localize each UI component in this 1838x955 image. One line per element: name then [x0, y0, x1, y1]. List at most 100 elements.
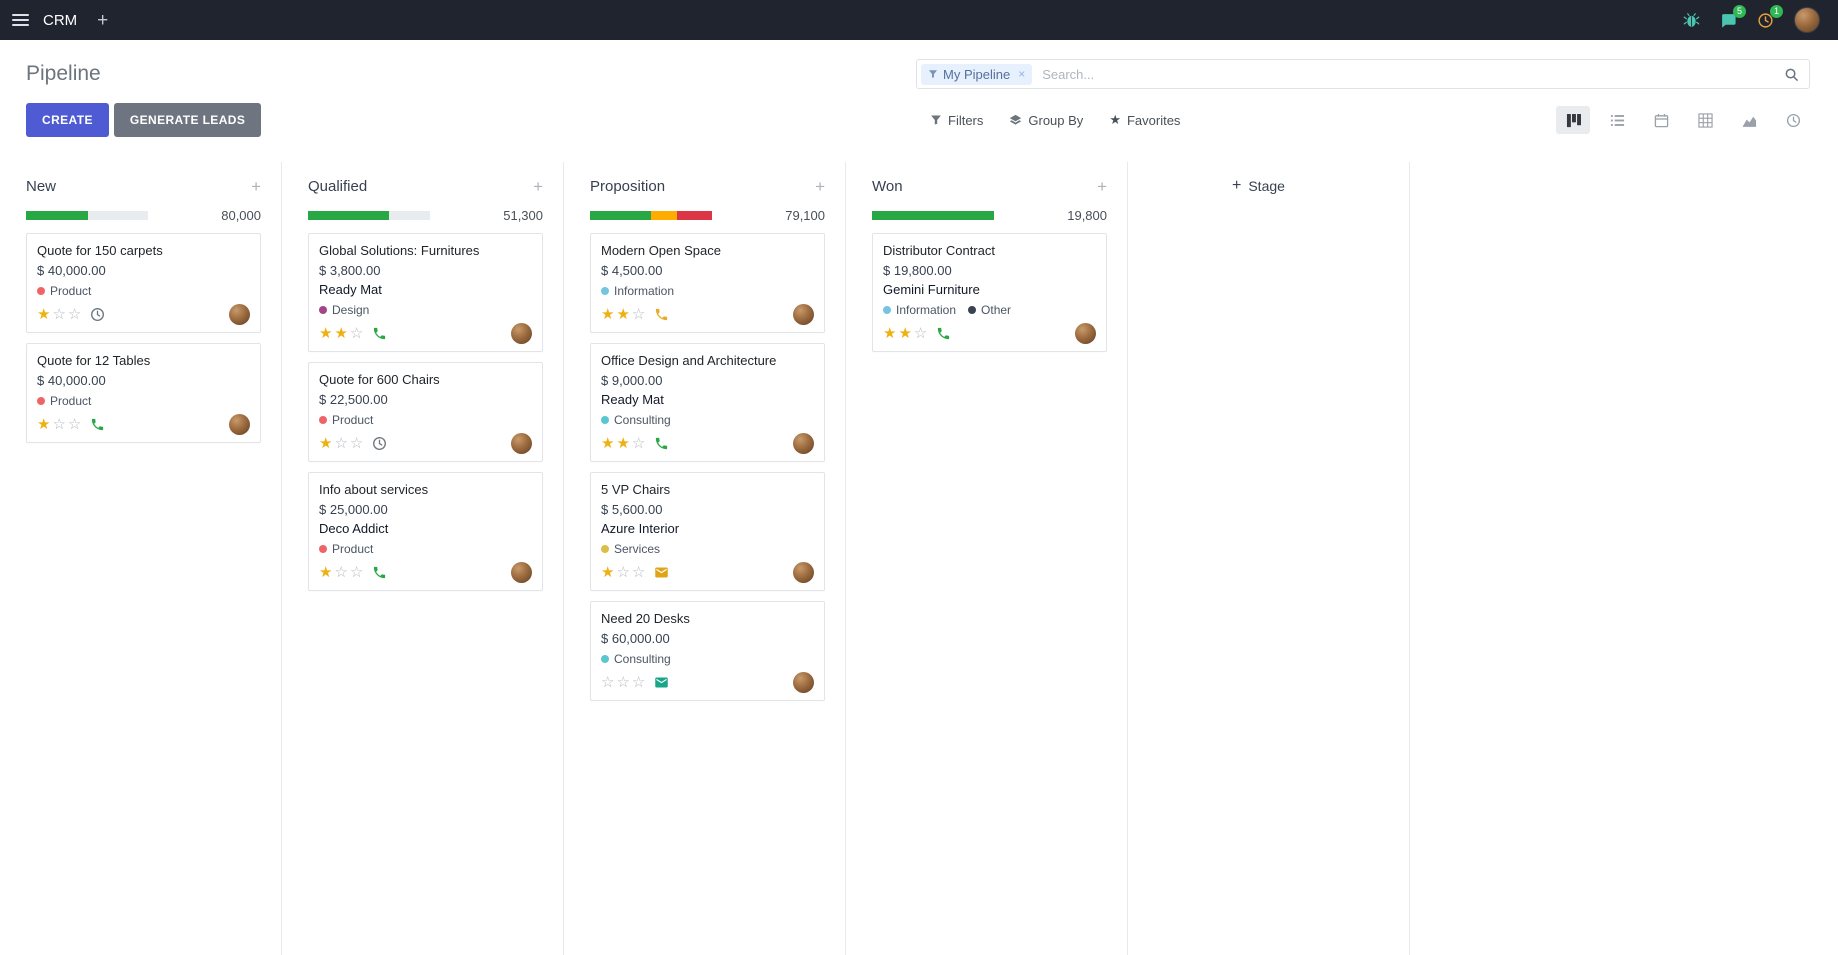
- tag-label: Product: [50, 284, 92, 298]
- kanban-card[interactable]: Info about services $ 25,000.00 Deco Addic…: [308, 472, 543, 591]
- phone-activity-icon[interactable]: [936, 326, 951, 341]
- priority-star-icon[interactable]: ★: [37, 416, 51, 433]
- progress-segment[interactable]: [872, 211, 994, 220]
- apps-menu-icon[interactable]: [12, 14, 29, 26]
- column-progressbar[interactable]: [590, 211, 712, 220]
- priority-star-icon[interactable]: ★: [616, 435, 630, 452]
- kanban-card[interactable]: Office Design and Architecture $ 9,000.00…: [590, 343, 825, 462]
- kanban-card[interactable]: Need 20 Desks $ 60,000.00 Consulting ☆ ☆ ☆: [590, 601, 825, 701]
- tag-product: Product: [37, 394, 91, 408]
- column-title[interactable]: Qualified: [308, 178, 368, 195]
- column-quick-create-button[interactable]: +: [251, 177, 261, 196]
- generate-leads-button[interactable]: GENERATE LEADS: [113, 103, 262, 137]
- priority-star-icon[interactable]: ★: [319, 435, 333, 452]
- kanban-card[interactable]: Quote for 150 carpets $ 40,000.00 Product ★…: [26, 233, 261, 333]
- search-facet[interactable]: My Pipeline ×: [921, 63, 1033, 85]
- favorites-button[interactable]: ★ Favorites: [1109, 112, 1180, 128]
- add-stage-button[interactable]: + Stage: [1232, 178, 1285, 195]
- priority-star-icon[interactable]: ☆: [349, 564, 364, 581]
- group-by-button[interactable]: Group By: [1009, 113, 1083, 128]
- priority-star-icon[interactable]: ☆: [334, 564, 348, 581]
- priority-star-icon[interactable]: ☆: [67, 416, 82, 433]
- priority-star-icon[interactable]: ★: [616, 306, 630, 323]
- create-button[interactable]: CREATE: [26, 103, 109, 137]
- column-progressbar[interactable]: [308, 211, 430, 220]
- phone-activity-icon[interactable]: [372, 565, 387, 580]
- priority-star-icon[interactable]: ☆: [631, 306, 646, 323]
- progress-segment[interactable]: [590, 211, 651, 220]
- tag-label: Other: [981, 303, 1012, 317]
- phone-activity-icon[interactable]: [372, 326, 387, 341]
- column-quick-create-button[interactable]: +: [815, 177, 825, 196]
- priority-star-icon[interactable]: ★: [601, 564, 615, 581]
- kanban-card[interactable]: Global Solutions: Furnitures $ 3,800.00 Re…: [308, 233, 543, 352]
- priority-star-icon[interactable]: ★: [883, 325, 897, 342]
- search-icon[interactable]: [1784, 67, 1799, 82]
- kanban-card[interactable]: Modern Open Space $ 4,500.00 Information ★ ★…: [590, 233, 825, 333]
- list-view-button[interactable]: [1600, 106, 1634, 134]
- column-title[interactable]: New: [26, 178, 57, 195]
- column-title[interactable]: Proposition: [590, 178, 666, 195]
- user-avatar[interactable]: [1794, 7, 1820, 33]
- priority-star-icon[interactable]: ☆: [52, 416, 66, 433]
- priority-star-icon[interactable]: ☆: [601, 674, 615, 691]
- kanban-card[interactable]: 5 VP Chairs $ 5,600.00 Azure Interior Servi…: [590, 472, 825, 591]
- priority-star-icon[interactable]: ☆: [631, 435, 646, 452]
- column-progress-row: 19,800: [872, 208, 1107, 223]
- priority-star-icon[interactable]: ☆: [631, 564, 646, 581]
- envelope-activity-icon[interactable]: [654, 565, 669, 580]
- kanban-view-button[interactable]: [1556, 106, 1590, 134]
- column-quick-create-button[interactable]: +: [533, 177, 543, 196]
- filters-button[interactable]: Filters: [930, 113, 983, 128]
- search-bar[interactable]: My Pipeline ×: [916, 59, 1810, 89]
- priority-star-icon[interactable]: ★: [37, 306, 51, 323]
- priority-star-icon[interactable]: ☆: [349, 325, 364, 342]
- priority-star-icon[interactable]: ☆: [616, 674, 630, 691]
- card-title: Modern Open Space: [601, 243, 721, 258]
- debug-bug-icon[interactable]: [1683, 12, 1700, 29]
- progress-segment[interactable]: [676, 211, 712, 220]
- priority-star-icon[interactable]: ☆: [913, 325, 928, 342]
- clock-activity-icon[interactable]: [372, 436, 387, 451]
- priority-star-icon[interactable]: ★: [898, 325, 912, 342]
- priority-star-icon[interactable]: ☆: [349, 435, 364, 452]
- activities-clock-icon[interactable]: 1: [1757, 4, 1783, 29]
- priority-stars: ★ ☆ ☆: [601, 565, 645, 580]
- column-title[interactable]: Won: [872, 178, 903, 195]
- activity-view-button[interactable]: [1776, 106, 1810, 134]
- priority-star-icon[interactable]: ☆: [52, 306, 66, 323]
- progress-segment[interactable]: [26, 211, 89, 220]
- priority-star-icon[interactable]: ★: [334, 325, 348, 342]
- phone-activity-icon[interactable]: [654, 436, 669, 451]
- priority-star-icon[interactable]: ☆: [67, 306, 82, 323]
- clock-activity-icon[interactable]: [90, 307, 105, 322]
- column-progressbar[interactable]: [872, 211, 994, 220]
- pivot-view-button[interactable]: [1688, 106, 1722, 134]
- kanban-card[interactable]: Quote for 600 Chairs $ 22,500.00 Product ★ ☆…: [308, 362, 543, 462]
- messages-icon[interactable]: 5: [1720, 4, 1746, 29]
- remove-facet-icon[interactable]: ×: [1018, 67, 1026, 81]
- priority-star-icon[interactable]: ★: [319, 325, 333, 342]
- kanban-card[interactable]: Distributor Contract $ 19,800.00 Gemini Fu…: [872, 233, 1107, 352]
- column-progressbar[interactable]: [26, 211, 148, 220]
- priority-star-icon[interactable]: ☆: [616, 564, 630, 581]
- kanban-card[interactable]: Quote for 12 Tables $ 40,000.00 Product ★ ☆ ☆: [26, 343, 261, 443]
- phone-activity-icon[interactable]: [654, 307, 669, 322]
- calendar-view-button[interactable]: [1644, 106, 1678, 134]
- priority-star-icon[interactable]: ★: [601, 306, 615, 323]
- priority-star-icon[interactable]: ★: [319, 564, 333, 581]
- add-menu-icon[interactable]: +: [97, 9, 109, 31]
- graph-view-button[interactable]: [1732, 106, 1766, 134]
- priority-star-icon[interactable]: ★: [601, 435, 615, 452]
- assignee-avatar: [229, 304, 250, 325]
- progress-segment[interactable]: [651, 211, 677, 220]
- column-quick-create-button[interactable]: +: [1097, 177, 1107, 196]
- search-input[interactable]: [1040, 65, 1784, 83]
- card-title: 5 VP Chairs: [601, 482, 671, 497]
- phone-activity-icon[interactable]: [90, 417, 105, 432]
- priority-star-icon[interactable]: ☆: [631, 674, 646, 691]
- app-name[interactable]: CRM: [43, 11, 78, 29]
- envelope-activity-icon[interactable]: [654, 675, 669, 690]
- priority-star-icon[interactable]: ☆: [334, 435, 348, 452]
- progress-segment[interactable]: [308, 211, 389, 220]
